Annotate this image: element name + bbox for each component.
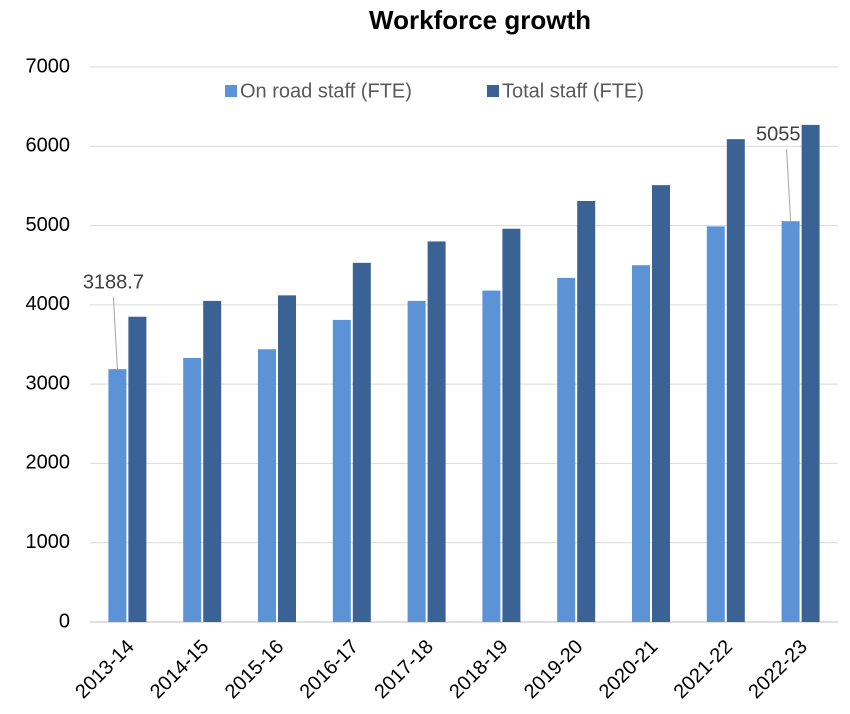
bar — [407, 300, 426, 622]
bar — [502, 228, 521, 622]
x-tick-label: 2017-18 — [370, 636, 437, 703]
bar — [652, 185, 670, 622]
data-label: 3188.7 — [83, 271, 144, 293]
x-tick-label: 2016-17 — [296, 636, 363, 703]
bar — [706, 226, 725, 622]
bar — [726, 139, 745, 622]
x-tick-label: 2019-20 — [520, 636, 587, 703]
x-tick-label: 2015-16 — [221, 636, 288, 703]
bar — [183, 357, 202, 622]
legend-label: Total staff (FTE) — [502, 80, 644, 102]
chart-title: Workforce growth — [369, 5, 591, 35]
bar — [203, 300, 222, 622]
x-tick-label: 2022-23 — [744, 636, 811, 703]
y-tick-label: 7000 — [26, 55, 71, 77]
bar — [108, 369, 127, 622]
bar — [557, 277, 576, 622]
bar — [632, 265, 650, 622]
bar — [577, 200, 596, 622]
y-tick-label: 1000 — [26, 531, 71, 553]
bar — [427, 241, 446, 622]
x-tick-label: 2020-21 — [595, 636, 662, 703]
x-tick-label: 2014-15 — [146, 636, 213, 703]
legend-swatch — [487, 85, 499, 97]
y-tick-label: 4000 — [26, 293, 71, 315]
y-tick-label: 5000 — [26, 214, 71, 236]
legend-swatch — [225, 85, 237, 97]
x-tick-label: 2013-14 — [71, 636, 138, 703]
bar — [128, 316, 147, 622]
y-tick-label: 3000 — [26, 372, 71, 394]
bar — [352, 262, 371, 622]
y-tick-label: 2000 — [26, 452, 71, 474]
bar — [278, 295, 296, 622]
y-tick-label: 6000 — [26, 135, 71, 157]
bar — [801, 124, 820, 622]
x-tick-label: 2021-22 — [670, 636, 737, 703]
leader-line — [112, 297, 118, 370]
x-tick-label: 2018-19 — [445, 636, 512, 703]
bar — [258, 349, 276, 622]
bar — [482, 290, 501, 622]
legend-label: On road staff (FTE) — [240, 80, 412, 102]
bar — [332, 319, 351, 622]
bar — [781, 221, 800, 622]
y-tick-label: 0 — [59, 610, 70, 632]
leader-line — [786, 149, 792, 222]
